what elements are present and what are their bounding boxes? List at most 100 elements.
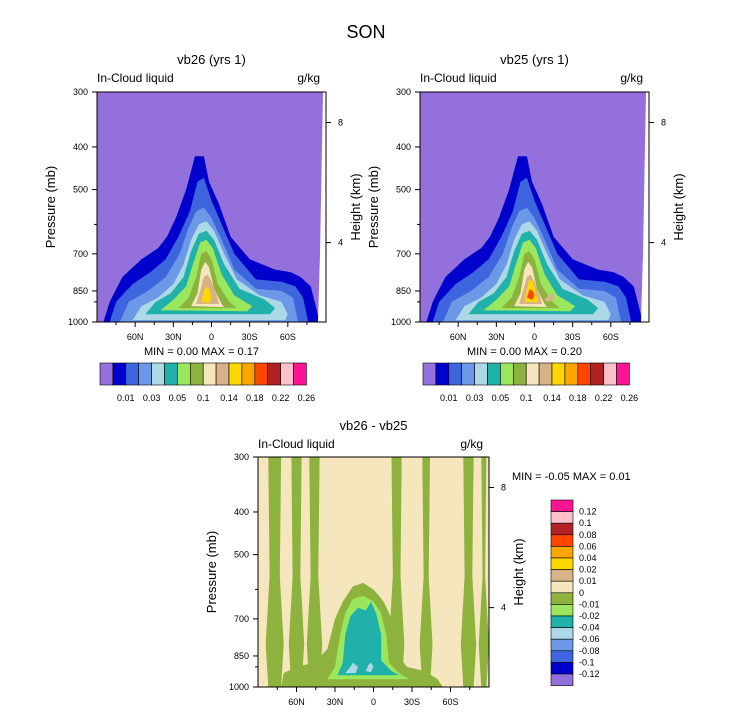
y2-tick-label: 4	[338, 238, 343, 248]
x-tick-label: 30N	[327, 697, 344, 707]
y-tick-label: 300	[234, 452, 249, 462]
y2-tick-label: 4	[661, 238, 666, 248]
colorbar-label: 0.12	[579, 507, 597, 517]
colorbar-box	[550, 534, 574, 547]
x-tick-label: 0	[532, 332, 537, 342]
colorbar-label: 0	[579, 588, 584, 598]
colorbar-label: 0.1	[520, 393, 533, 403]
x-tick-label: 30N	[165, 332, 182, 342]
stats-text: MIN = -0.05 MAX = 0.01	[512, 471, 631, 483]
colorbar-box	[590, 362, 604, 386]
colorbar-box	[241, 362, 256, 386]
y2-tick-label: 8	[661, 118, 666, 128]
y-tick-label: 850	[234, 651, 249, 661]
y-tick-label: 400	[234, 507, 249, 517]
x-tick-label: 60N	[127, 332, 144, 342]
y-tick-label: 1000	[229, 682, 249, 692]
colorbar-box	[190, 362, 204, 386]
contour-level-1	[288, 457, 305, 687]
colorbar-box	[550, 511, 574, 524]
colorbar-box	[202, 362, 217, 386]
y-tick-label: 850	[396, 286, 411, 296]
colorbar-box	[99, 362, 114, 386]
colorbar-box	[461, 362, 475, 386]
panel-2: vb25 (yrs 1)In-Cloud liquid g/kg 300 400 500…	[366, 52, 686, 403]
colorbar-box	[228, 362, 243, 386]
colorbar-box	[550, 580, 574, 594]
colorbar-label: -0.06	[579, 634, 600, 644]
x-tick-label: 30S	[404, 697, 420, 707]
colorbar-box	[564, 362, 579, 386]
colorbar-box	[500, 362, 514, 386]
y-axis-title: Pressure (mb)	[204, 531, 219, 613]
colorbar-label: 0.14	[543, 393, 561, 403]
colorbar-box	[616, 362, 630, 386]
colorbar-box	[112, 362, 127, 386]
y-tick-label: 1000	[391, 317, 411, 327]
colorbar-box	[550, 592, 574, 605]
panels-layer: vb26 (yrs 1)In-Cloud liquid g/kg300400500…	[43, 52, 686, 707]
x-tick-label: 30S	[565, 332, 581, 342]
y-tick-label: 500	[396, 185, 411, 195]
colorbar-box	[550, 627, 574, 640]
colorbar-box	[293, 362, 307, 386]
y-tick-label: 700	[234, 614, 249, 624]
y-tick-label: 850	[73, 286, 88, 296]
contour-level-4	[419, 457, 433, 687]
y-axis-title: Pressure (mb)	[366, 166, 381, 248]
y2-axis-title: Height (km)	[511, 538, 526, 605]
colorbar-label: 0.18	[246, 393, 264, 403]
colorbar-box	[550, 557, 574, 570]
colorbar-box	[550, 638, 574, 652]
colorbar-box	[164, 362, 178, 386]
colorbar-label: 0.26	[621, 393, 639, 403]
x-tick-label: 60S	[280, 332, 296, 342]
colorbar-label: -0.1	[579, 657, 595, 667]
colorbar-box	[125, 362, 140, 386]
colorbar-label: 0.08	[579, 530, 597, 540]
colorbar-box	[525, 362, 540, 386]
colorbar-label: 0.22	[272, 393, 290, 403]
panel-variable-label: In-Cloud liquid	[420, 71, 497, 85]
contour-level-9	[337, 601, 400, 676]
panel-title: vb26 - vb25	[340, 418, 408, 433]
contour-level-11	[365, 662, 374, 673]
contour-level-10	[345, 662, 359, 674]
plot-area	[258, 457, 489, 687]
x-tick-label: 60N	[450, 332, 467, 342]
x-tick-label: 0	[371, 697, 376, 707]
colorbar-label: -0.08	[579, 646, 600, 656]
colorbar-label: 0.1	[197, 393, 210, 403]
colorbar-box	[550, 673, 574, 686]
figure-title: SON	[346, 22, 385, 42]
colorbar-box	[550, 569, 574, 582]
x-tick-label: 60N	[288, 697, 305, 707]
y2-tick-label: 8	[501, 483, 506, 493]
x-tick-label: 30N	[488, 332, 505, 342]
colorbar-box	[550, 546, 574, 559]
x-tick-label: 0	[209, 332, 214, 342]
y-tick-label: 300	[73, 87, 88, 97]
colorbar-label: 0.06	[579, 541, 597, 551]
colorbar-box	[448, 362, 462, 386]
panel-1: vb26 (yrs 1)In-Cloud liquid g/kg 300 400 500…	[43, 52, 363, 403]
colorbar-label: -0.12	[579, 669, 600, 679]
panel-units-label: g/kg	[460, 437, 483, 451]
colorbar-box	[550, 615, 574, 628]
colorbar-box	[151, 362, 165, 386]
colorbar-label: 0.1	[579, 518, 592, 528]
stats-text: MIN = 0.00 MAX = 0.17	[144, 346, 259, 358]
colorbar-label: -0.04	[579, 623, 600, 633]
contour-level-2	[306, 457, 323, 687]
contour-level-10	[526, 289, 535, 300]
colorbar-box	[550, 662, 574, 675]
colorbar-box	[267, 362, 281, 386]
colorbar-box	[254, 362, 269, 386]
y-tick-label: 300	[396, 87, 411, 97]
stats-text: MIN = 0.00 MAX = 0.20	[467, 346, 582, 358]
y2-tick-label: 4	[501, 603, 506, 613]
plot-area	[97, 92, 326, 322]
colorbar-box	[138, 362, 152, 386]
colorbar-label: 0.04	[579, 553, 597, 563]
colorbar-box	[435, 362, 450, 386]
